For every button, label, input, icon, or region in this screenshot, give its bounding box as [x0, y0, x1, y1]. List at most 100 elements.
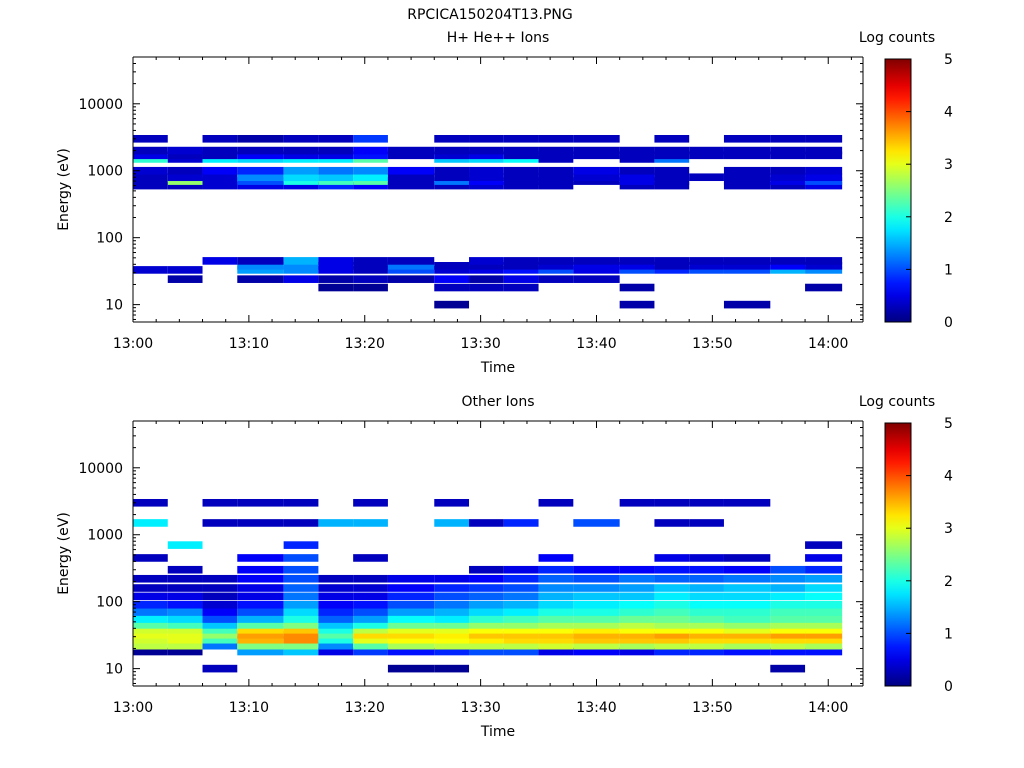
- heatmap-cell: [689, 647, 724, 656]
- heatmap-cell: [538, 600, 574, 609]
- heatmap-cell: [469, 574, 504, 583]
- heatmap-cell: [723, 631, 771, 639]
- heatmap-cell: [503, 631, 539, 639]
- heatmap-cell: [503, 565, 539, 574]
- heatmap-cell: [469, 631, 504, 639]
- heatmap-cell: [133, 146, 168, 155]
- heatmap-cell: [387, 647, 435, 656]
- heatmap-cell: [237, 584, 284, 592]
- heatmap-cell: [723, 635, 771, 644]
- colorbar: 0 1 2 3 4 5 Log counts: [859, 394, 953, 695]
- heatmap-cell: [619, 166, 655, 175]
- colorbar: 0 1 2 3 4 5 Log counts: [859, 30, 953, 331]
- heatmap-cell: [654, 177, 690, 185]
- heatmap-cell: [353, 608, 388, 616]
- y-tick-label: 100: [96, 231, 123, 247]
- heatmap-cell: [318, 519, 354, 527]
- y-tick-label: 1000: [87, 164, 123, 180]
- panel-title: H+ He++ Ions: [447, 30, 550, 46]
- heatmap-cell: [434, 300, 470, 309]
- heatmap-cell: [573, 134, 620, 143]
- heatmap-cell: [689, 257, 724, 265]
- heatmap-cell: [573, 262, 620, 270]
- panel-title: Other Ions: [461, 394, 534, 410]
- heatmap-cell: [770, 626, 806, 634]
- heatmap-cell: [133, 615, 168, 623]
- heatmap-cell: [133, 592, 168, 601]
- heatmap-cell: [654, 134, 690, 143]
- heatmap-cell: [654, 626, 690, 634]
- heatmap-cell: [283, 134, 319, 143]
- heatmap-cell: [318, 621, 354, 629]
- heatmap-cell: [573, 177, 620, 185]
- heatmap-cell: [503, 266, 539, 274]
- heatmap-cell: [723, 266, 771, 274]
- heatmap-cell: [469, 615, 504, 623]
- heatmap-cell: [805, 554, 843, 562]
- colorbar-tick-label: 4: [944, 105, 953, 121]
- heatmap-cell: [654, 647, 690, 656]
- heatmap-cell: [387, 181, 435, 190]
- heatmap-cell: [723, 626, 771, 634]
- heatmap-cell: [133, 177, 168, 185]
- heatmap-cell: [654, 631, 690, 639]
- heatmap-cell: [133, 626, 168, 634]
- heatmap-cell: [387, 641, 435, 650]
- heatmap-cell: [770, 631, 806, 639]
- heatmap-cell: [805, 641, 843, 650]
- heatmap-cell: [237, 262, 284, 270]
- heatmap-cell: [503, 166, 539, 175]
- heatmap-cell: [353, 275, 388, 283]
- plot-frame: [132, 56, 864, 323]
- heatmap-cell: [283, 266, 319, 274]
- heatmap-cell: [237, 134, 284, 143]
- heatmap-cell: [689, 615, 724, 623]
- x-tick-label: 13:20: [345, 336, 385, 352]
- heatmap-cell: [318, 615, 354, 623]
- heatmap-cell: [619, 641, 655, 650]
- heatmap-cell: [469, 592, 504, 601]
- heatmap-cell: [469, 584, 504, 592]
- heatmap-cell: [167, 146, 203, 155]
- heatmap-cell: [503, 173, 539, 182]
- heatmap-cell: [133, 166, 168, 175]
- heatmap-cell: [654, 574, 690, 583]
- heatmap-cell: [434, 173, 470, 182]
- heatmap-cell: [503, 275, 539, 283]
- heatmap-cell: [654, 181, 690, 190]
- heatmap-cell: [202, 151, 238, 160]
- heatmap-cell: [538, 166, 574, 175]
- heatmap-cell: [654, 565, 690, 574]
- heatmap-cell: [237, 615, 284, 623]
- heatmap-cell: [503, 584, 539, 592]
- heatmap-cell: [318, 647, 354, 656]
- heatmap-cell: [619, 592, 655, 601]
- heatmap-cell: [237, 608, 284, 616]
- heatmap-cell: [654, 641, 690, 650]
- heatmap-cell: [723, 300, 771, 309]
- heatmap-cell: [469, 635, 504, 644]
- heatmap-cell: [283, 262, 319, 270]
- heatmap-cell: [770, 664, 806, 673]
- heatmap-cell: [167, 641, 203, 650]
- heatmap-cell: [654, 266, 690, 274]
- heatmap-cell: [573, 621, 620, 629]
- heatmap-cell: [318, 631, 354, 639]
- y-tick-label: 1000: [87, 528, 123, 544]
- heatmap-cell: [538, 584, 574, 592]
- heatmap-cell: [133, 134, 168, 143]
- heatmap-cell: [573, 584, 620, 592]
- heatmap-cell: [723, 565, 771, 574]
- heatmap-cell: [434, 592, 470, 601]
- heatmap-cell: [387, 266, 435, 274]
- colorbar-label: Log counts: [859, 30, 935, 46]
- heatmap-cell: [237, 181, 284, 190]
- heatmap-cell: [770, 584, 806, 592]
- heatmap-cell: [503, 621, 539, 629]
- heatmap-cell: [689, 641, 724, 650]
- heatmap-cell: [723, 574, 771, 583]
- y-tick-label: 10: [105, 662, 123, 678]
- heatmap-cell: [167, 621, 203, 629]
- heatmap-cell: [573, 600, 620, 609]
- heatmap-cell: [689, 584, 724, 592]
